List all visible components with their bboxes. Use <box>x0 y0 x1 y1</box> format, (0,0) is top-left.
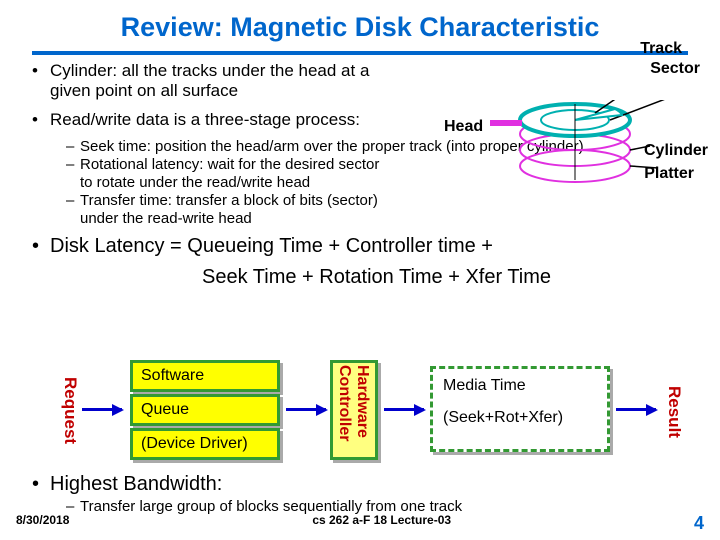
footer-course: cs 262 a-F 18 Lecture-03 <box>312 513 451 534</box>
bullet-latency-a: Disk Latency = Queueing Time + Controlle… <box>50 234 493 258</box>
bullet-bandwidth-text: Highest Bandwidth: <box>50 472 222 496</box>
sub-xfer-a: Transfer time: transfer a block of bits … <box>80 192 378 210</box>
arrow-4 <box>616 408 656 411</box>
queue-box: Queue <box>130 394 280 426</box>
pipeline: Request Software Queue (Device Driver) H… <box>30 360 690 462</box>
bullet-latency: • Disk Latency = Queueing Time + Control… <box>32 234 688 258</box>
arrow-1 <box>82 408 122 411</box>
result-label: Result <box>660 368 684 456</box>
bullet-cylinder-text: Cylinder: all the tracks under the head … <box>50 61 412 102</box>
request-label: Request <box>56 362 80 460</box>
arrow-3 <box>384 408 424 411</box>
software-box: Software <box>130 360 280 392</box>
bullet-dot: • <box>32 472 50 496</box>
track-label: Track <box>640 40 682 58</box>
media-label: Media Time <box>443 377 597 395</box>
bullet-latency-b: Seek Time + Rotation Time + Xfer Time <box>32 266 688 289</box>
media-box: Media Time (Seek+Rot+Xfer) <box>430 366 610 452</box>
seek-label: (Seek+Rot+Xfer) <box>443 409 597 427</box>
head-label: Head <box>444 118 483 136</box>
hardware-box: Hardware Controller <box>330 360 378 460</box>
hardware-label: Hardware Controller <box>335 365 371 457</box>
bullet-dot: • <box>32 110 50 130</box>
driver-box: (Device Driver) <box>130 428 280 460</box>
footer: 8/30/2018 cs 262 a-F 18 Lecture-03 4 <box>0 513 720 534</box>
disk-diagram: Track Sector Head Cylinder Platter <box>430 40 710 195</box>
disk-svg <box>490 100 690 210</box>
sub-rot-a: Rotational latency: wait for the desired… <box>80 156 379 174</box>
bullet-rw-text: Read/write data is a three-stage process… <box>50 110 360 130</box>
bullet-dot: • <box>32 61 50 102</box>
sub-xfer-b: under the read-write head <box>80 210 252 228</box>
bullet-cylinder: • Cylinder: all the tracks under the hea… <box>32 61 412 102</box>
page-title: Review: Magnetic Disk Characteristic <box>0 0 720 43</box>
footer-date: 8/30/2018 <box>16 513 69 534</box>
bullet-dot: • <box>32 234 50 258</box>
footer-page: 4 <box>694 513 704 534</box>
bullet-rw: • Read/write data is a three-stage proce… <box>32 110 412 130</box>
arrow-2 <box>286 408 326 411</box>
sub-rot-b: to rotate under the read/write head <box>80 174 310 192</box>
bullet-bandwidth: • Highest Bandwidth: <box>32 472 688 496</box>
sector-label: Sector <box>650 60 700 78</box>
